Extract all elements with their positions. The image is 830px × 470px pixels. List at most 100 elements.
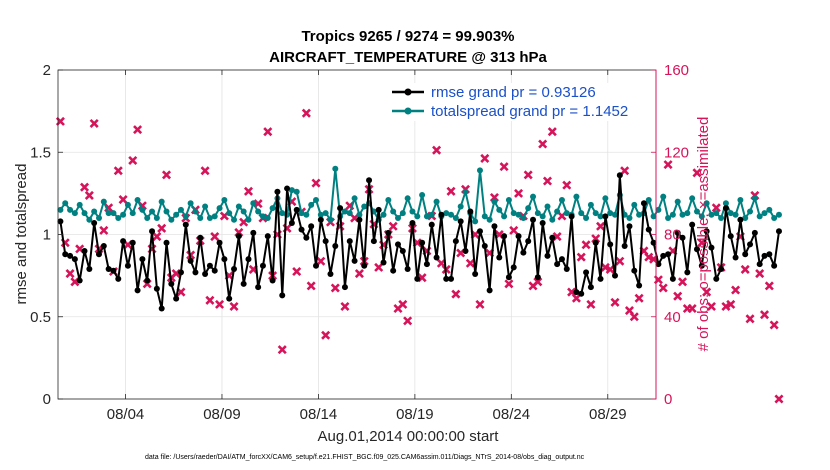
totalspread-point [718,215,725,222]
totalspread-point [303,211,310,218]
totalspread-point [163,208,170,215]
totalspread-point [722,200,729,207]
totalspread-point [158,198,165,205]
totalspread-point [732,211,739,218]
rmse-point [341,284,348,291]
obs-assimilated-marker [706,301,716,311]
rmse-point [525,238,532,245]
totalspread-point [742,215,749,222]
obs-assimilated-marker [610,297,620,307]
totalspread-point [86,216,93,223]
rmse-point [264,233,271,240]
totalspread-point [264,215,271,222]
rmse-point [404,266,411,273]
totalspread-point [144,215,151,222]
obs-assimilated-marker [615,256,625,266]
rmse-point [530,216,537,223]
rmse-point [713,275,720,282]
rmse-point [554,261,561,268]
x-axis-label: Aug.01,2014 00:00:00 start [318,428,500,445]
rmse-point [202,270,209,277]
obs-assimilated-marker [745,314,755,324]
totalspread-point [505,196,512,203]
obs-assimilated-marker [306,281,316,291]
obs-assimilated-marker [692,168,702,178]
rmse-point [134,287,141,294]
totalspread-point [259,213,266,220]
y-tick-label-left: 1.5 [30,144,51,161]
rmse-point [206,262,213,269]
totalspread-point [317,211,324,218]
totalspread-point [192,208,199,215]
legend: rmse grand pr = 0.93126 totalspread gran… [385,83,652,121]
obs-assimilated-marker [480,153,490,163]
obs-assimilated-marker [538,139,548,149]
totalspread-point [612,211,619,218]
rmse-point [105,266,112,273]
obs-assimilated-marker [620,166,630,176]
rmse-point [612,272,619,279]
rmse-point [539,219,546,226]
totalspread-point [486,216,493,223]
rmse-point [168,280,175,287]
totalspread-point [607,210,614,217]
totalspread-point [636,211,643,218]
rmse-point [583,269,590,276]
totalspread-point [173,211,180,218]
rmse-point [129,239,136,246]
rmse-point [645,226,652,233]
obs-assimilated-marker [200,166,210,176]
rmse-point [689,221,696,228]
obs-assimilated-marker [542,176,553,186]
obs-assimilated-marker [210,232,220,242]
rmse-point [279,292,286,299]
totalspread-point [385,196,392,203]
rmse-point [100,243,107,250]
rmse-point [544,252,551,259]
obs-assimilated-marker [80,182,90,192]
totalspread-point [554,208,561,215]
rmse-point [631,267,638,274]
totalspread-point [751,195,758,202]
rmse-point [578,290,585,297]
rmse-point [110,267,117,274]
totalspread-point [95,215,102,222]
rmse-point [226,295,233,302]
rmse-point [221,256,228,263]
rmse-point [327,270,334,277]
rmse-point [501,233,508,240]
rmse-point [534,274,541,281]
rmse-point [486,287,493,294]
obs-assimilated-marker [774,394,784,404]
totalspread-point [404,195,411,202]
rmse-point [351,257,358,264]
obs-assimilated-marker [229,301,239,311]
rmse-point [448,275,455,282]
rmse-point [520,249,527,256]
y-tick-label-left: 2 [43,62,51,79]
obs-assimilated-marker [128,155,138,165]
rmse-point [332,243,339,250]
rmse-point [144,277,151,284]
rmse-point [124,262,131,269]
obs-assimilated-marker [673,291,683,301]
rmse-point [727,233,734,240]
rmse-point [607,241,614,248]
totalspread-point [250,200,257,207]
totalspread-point [351,195,358,202]
obs-assimilated-marker [152,232,162,242]
totalspread-point [57,206,64,213]
totalspread-point [491,198,498,205]
totalspread-point [423,213,430,220]
rmse-point [747,241,754,248]
obs-assimilated-marker [581,240,591,250]
rmse-point [361,262,368,269]
obs-assimilated-marker [571,293,581,303]
obs-assimilated-marker [678,277,688,287]
rmse-point [91,219,98,226]
rmse-point [182,221,189,228]
rmse-point [390,267,397,274]
totalspread-point [71,210,78,217]
totalspread-point [216,205,223,212]
obs-assimilated-marker [634,293,644,303]
